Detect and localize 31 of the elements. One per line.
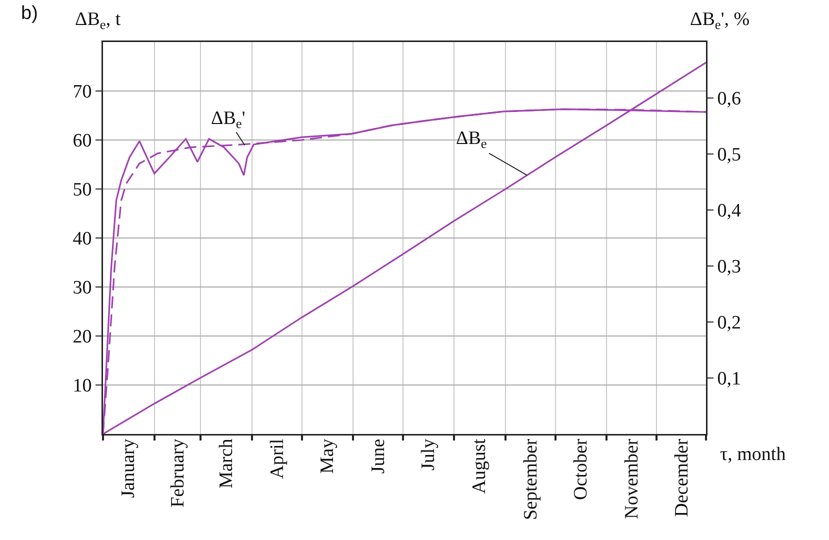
y2-tick-label: 0,1 [717,368,742,390]
x-tick-label: July [418,438,439,470]
y-tick-label: 60 [72,130,92,152]
y-tick-label: 50 [72,180,92,201]
x-tick-label: Decemder [671,438,692,517]
x-tick-label: March [216,438,237,488]
x-tick-label: November [622,438,643,520]
x-tick-label: October [570,438,592,500]
x-tick-label: August [469,438,490,494]
x-axis-title: τ, month [720,444,786,465]
x-tick-label: September [520,438,542,520]
y2-tick-label: 0,3 [717,256,742,278]
x-tick-label: May [316,438,338,474]
annotation: ΔB$_{e}$ [456,128,487,151]
y-tick-label: 40 [72,228,92,250]
text: b) [21,3,38,24]
y-tick-label: 10 [72,376,92,397]
y2-tick-label: 0,5 [717,144,742,166]
y2-tick-label: 0,2 [717,312,742,334]
annotation: ΔB$_{e}$' [211,108,246,131]
y-tick-label: 70 [72,82,92,103]
y-tick-label: 20 [72,326,92,348]
x-tick-label: January [118,438,140,498]
x-tick-label: February [168,438,189,508]
x-tick-label: June [368,438,390,474]
y-axis-title: ΔB$_{e}$, t [75,9,122,32]
y2-tick-label: 0,6 [717,88,742,110]
y2-axis-title: ΔB$_{e}$', % [690,9,750,32]
y2-tick-label: 0,4 [717,200,742,222]
x-tick-label: April [267,438,288,479]
y-tick-label: 30 [72,278,92,299]
